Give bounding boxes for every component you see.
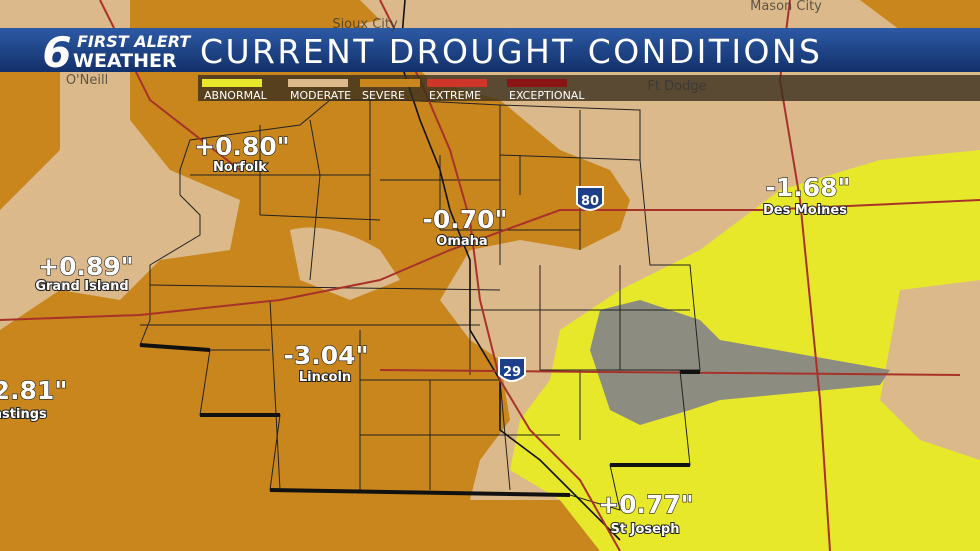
- interstate-number: 29: [503, 365, 521, 380]
- rainfall-departure: +0.77": [598, 490, 694, 519]
- rainfall-departure: -3.04": [283, 341, 368, 370]
- legend-swatch: [427, 79, 487, 87]
- background-city: O'Neill: [66, 73, 108, 88]
- severe-area: [0, 60, 60, 210]
- background-city: Mason City: [750, 0, 822, 14]
- legend-label: SEVERE: [362, 89, 405, 102]
- city-name: Norfolk: [213, 160, 267, 175]
- legend-swatch: [288, 79, 348, 87]
- legend-label: ABNORMAL: [204, 89, 268, 102]
- logo-line1: FIRST ALERT: [77, 32, 191, 51]
- logo-number: 6: [42, 28, 71, 77]
- city-name: St Joseph: [611, 522, 680, 537]
- moderate-area: [880, 280, 980, 460]
- city-name: Grand Island: [35, 279, 128, 294]
- river: [399, 0, 621, 541]
- legend-swatch: [202, 79, 262, 87]
- interstate-number: 80: [581, 194, 599, 209]
- city-name: Des Moines: [763, 203, 847, 218]
- labels: O'Neill Sioux City Mason City Ft Dodge ABNOR…: [0, 0, 851, 538]
- logo-line2: WEATHER: [73, 50, 177, 72]
- legend-swatch: [360, 79, 420, 87]
- legend-label: EXCEPTIONAL: [509, 89, 585, 102]
- rainfall-departure: +0.89": [38, 252, 134, 281]
- title: CURRENT DROUGHT CONDITIONS: [200, 32, 820, 71]
- rainfall-departure: +0.80": [194, 132, 290, 161]
- city-name: Omaha: [436, 234, 487, 249]
- legend-label: MODERATE: [290, 89, 351, 102]
- rainfall-departure: -1.68": [765, 173, 850, 202]
- city-name: astings: [0, 407, 47, 422]
- legend-swatch: [507, 79, 567, 87]
- interstate-shield: [498, 357, 526, 382]
- background-city: Ft Dodge: [647, 79, 706, 94]
- interstate-shield: [576, 186, 604, 211]
- rainfall-departure: -0.70": [422, 205, 507, 234]
- legend-label: EXTREME: [429, 89, 481, 102]
- rainfall-departure: 2.81": [0, 376, 67, 405]
- header-bar: [0, 28, 980, 72]
- background-city: Sioux City: [332, 17, 398, 32]
- no-data-area: [590, 300, 890, 425]
- city-name: Lincoln: [299, 370, 351, 385]
- severe-area: [230, 0, 380, 30]
- state-border: [139, 343, 700, 497]
